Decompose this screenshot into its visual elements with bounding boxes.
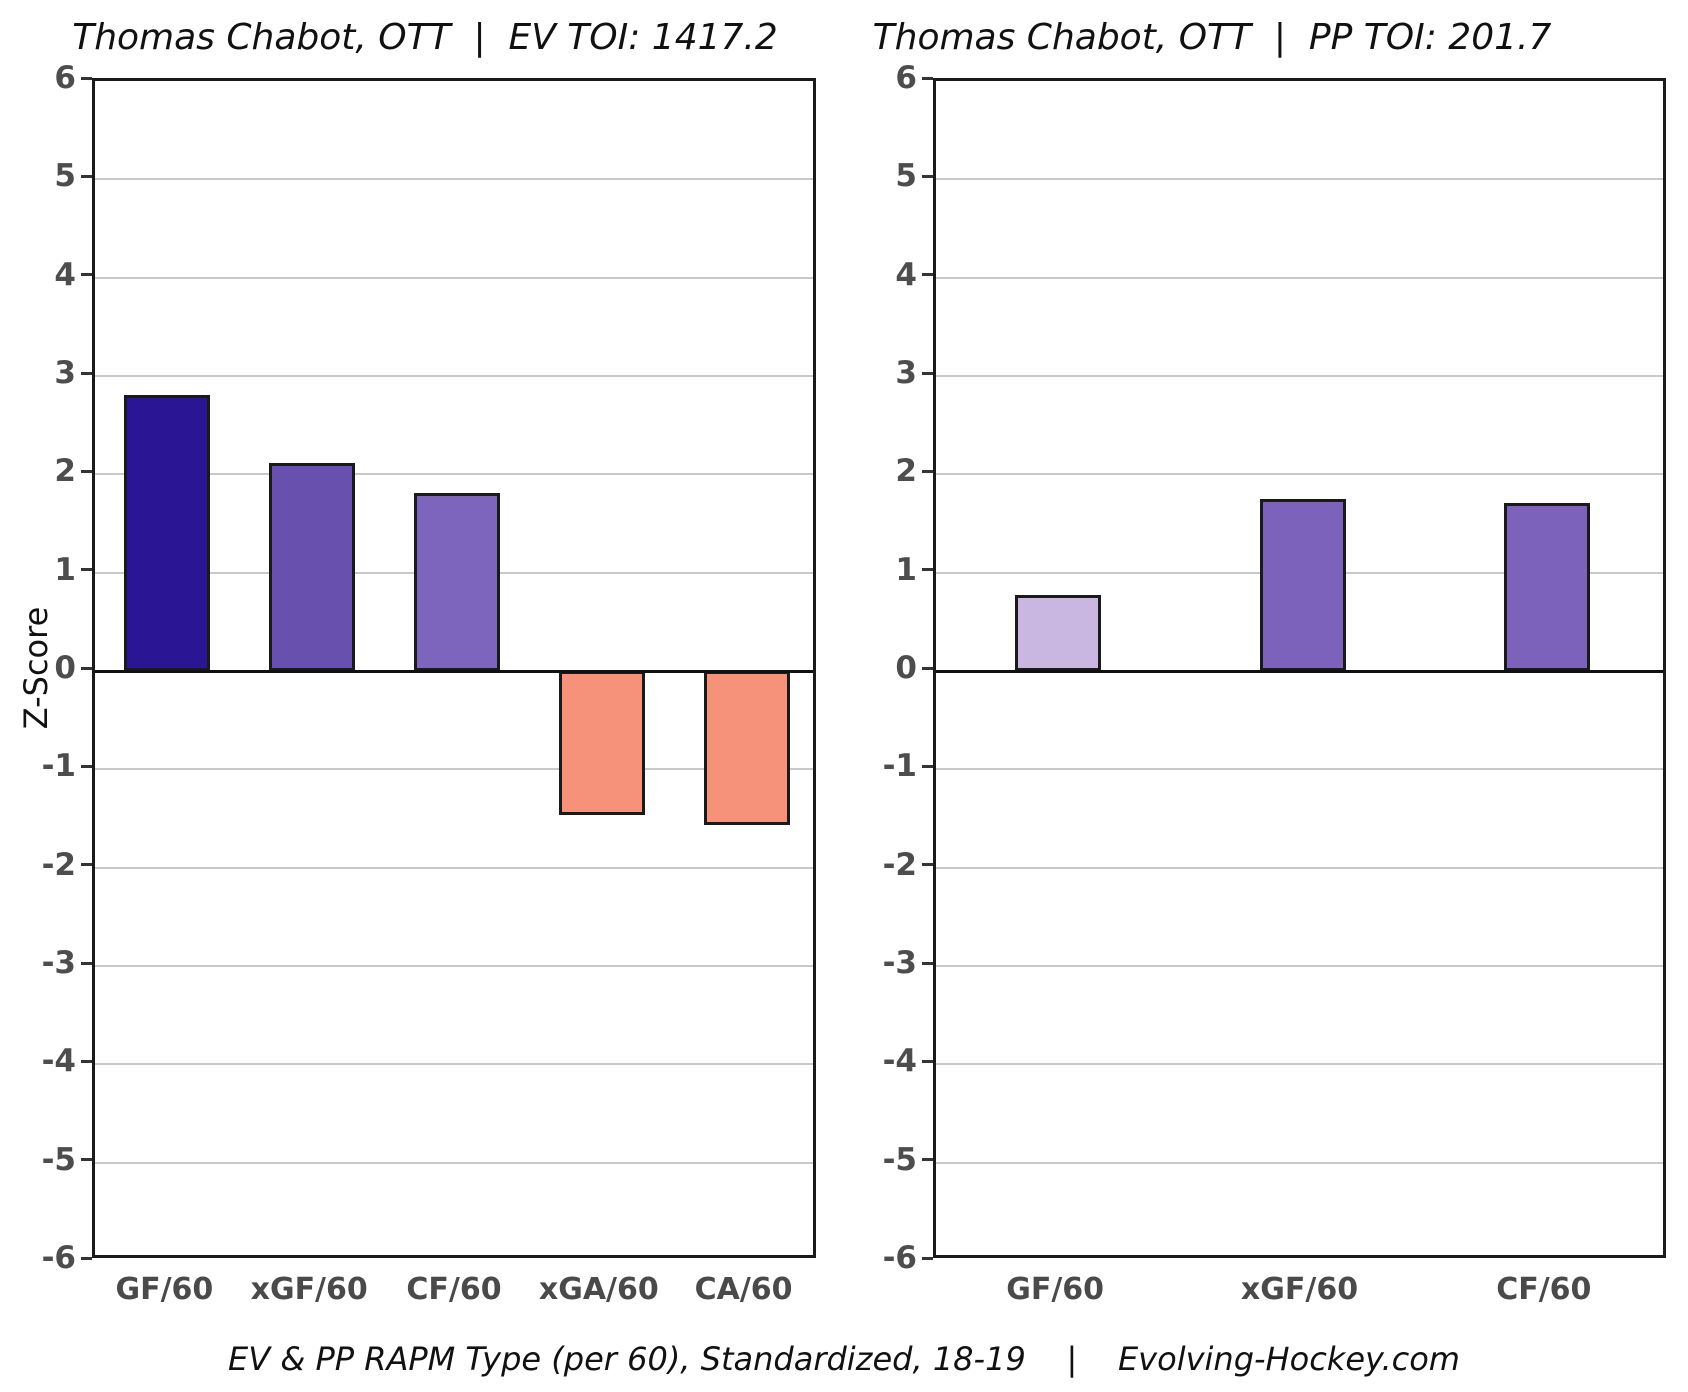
ytick-label-6: 6 xyxy=(895,60,917,96)
xtick-label-xgf-60: xGF/60 xyxy=(1240,1272,1359,1307)
ytick-mark--3 xyxy=(81,961,92,965)
ytick-mark--5 xyxy=(81,1158,92,1162)
xtick-label-cf-60: CF/60 xyxy=(1496,1272,1592,1307)
ytick-mark-3 xyxy=(922,371,933,375)
ytick-label-4: 4 xyxy=(54,256,76,293)
bar-cf-60 xyxy=(1503,502,1590,671)
ytick-mark-1 xyxy=(81,568,92,572)
gridline-y3 xyxy=(936,375,1663,377)
gridline-y3 xyxy=(95,375,813,377)
gridline-y5 xyxy=(936,178,1663,181)
ytick-mark-5 xyxy=(922,174,933,178)
ytick-mark--4 xyxy=(922,1059,933,1063)
xtick-label-xga-60: xGA/60 xyxy=(538,1272,659,1307)
gridline-y-3 xyxy=(95,965,813,967)
gridline-y4 xyxy=(95,276,813,279)
ytick-label-1: 1 xyxy=(54,551,76,588)
ytick-mark-6 xyxy=(81,76,92,80)
ev-chart-title: Thomas Chabot, OTT | EV TOI: 1417.2 xyxy=(72,17,778,58)
ytick-label--2: -2 xyxy=(41,846,76,883)
gridline-y2 xyxy=(936,473,1663,476)
ytick-label--6: -6 xyxy=(882,1240,917,1276)
bar-xga-60 xyxy=(558,671,645,815)
bar-gf-60 xyxy=(124,394,211,671)
ytick-mark-4 xyxy=(922,273,933,277)
ytick-label-1: 1 xyxy=(895,551,917,588)
ytick-mark--2 xyxy=(81,863,92,867)
ytick-mark-2 xyxy=(922,469,933,473)
ytick-mark--4 xyxy=(81,1059,92,1063)
ytick-label--4: -4 xyxy=(882,1043,917,1080)
gridline-y-3 xyxy=(936,965,1663,967)
ytick-mark--2 xyxy=(922,863,933,867)
ytick-label--5: -5 xyxy=(41,1141,76,1178)
xtick-label-xgf-60: xGF/60 xyxy=(250,1272,368,1307)
pp-chart-title: Thomas Chabot, OTT | PP TOI: 201.7 xyxy=(872,17,1552,58)
ytick-label-3: 3 xyxy=(54,355,76,391)
ytick-label-5: 5 xyxy=(54,158,76,195)
ytick-mark-4 xyxy=(81,273,92,277)
ytick-label-0: 0 xyxy=(895,650,917,686)
ytick-mark--5 xyxy=(922,1158,933,1162)
gridline-y-2 xyxy=(936,866,1663,869)
gridline-y-5 xyxy=(95,1161,813,1164)
bar-cf-60 xyxy=(414,493,500,671)
ytick-label--1: -1 xyxy=(41,748,76,785)
ytick-label-5: 5 xyxy=(895,158,917,195)
ytick-mark--6 xyxy=(922,1256,933,1260)
ytick-label-4: 4 xyxy=(895,256,917,293)
ytick-label--6: -6 xyxy=(41,1240,76,1276)
gridline-y-1 xyxy=(936,768,1663,771)
ytick-mark-5 xyxy=(81,174,92,178)
zero-line xyxy=(95,669,813,673)
ytick-label-3: 3 xyxy=(895,355,917,391)
ytick-mark-2 xyxy=(81,469,92,473)
ytick-mark-0 xyxy=(81,666,92,670)
footer-caption: EV & PP RAPM Type (per 60), Standardized… xyxy=(228,1340,1460,1378)
ytick-mark-3 xyxy=(81,371,92,375)
ytick-mark--3 xyxy=(922,961,933,965)
xtick-label-gf-60: GF/60 xyxy=(1006,1272,1105,1307)
ytick-label-0: 0 xyxy=(54,650,76,686)
pp-plot-area xyxy=(933,78,1666,1258)
bar-gf-60 xyxy=(1015,595,1102,671)
xtick-label-cf-60: CF/60 xyxy=(406,1272,502,1307)
ytick-mark-6 xyxy=(922,76,933,80)
ytick-label--5: -5 xyxy=(882,1141,917,1178)
bar-xgf-60 xyxy=(1259,498,1346,671)
ytick-mark-1 xyxy=(922,568,933,572)
ytick-mark--6 xyxy=(81,1256,92,1260)
ytick-label--3: -3 xyxy=(882,945,917,981)
ytick-label--3: -3 xyxy=(41,945,76,981)
ytick-label-6: 6 xyxy=(54,60,76,96)
ytick-mark--1 xyxy=(81,764,92,768)
bar-xgf-60 xyxy=(269,462,356,671)
gridline-y4 xyxy=(936,276,1663,279)
gridline-y-1 xyxy=(95,768,813,771)
gridline-y2 xyxy=(95,473,813,476)
bar-ca-60 xyxy=(703,671,790,826)
gridline-y-4 xyxy=(95,1063,813,1066)
ytick-label-2: 2 xyxy=(895,453,917,490)
gridline-y-2 xyxy=(95,866,813,869)
gridline-y5 xyxy=(95,178,813,181)
ytick-label-2: 2 xyxy=(54,453,76,490)
ytick-label--4: -4 xyxy=(41,1043,76,1080)
gridline-y-5 xyxy=(936,1161,1663,1164)
zero-line xyxy=(936,669,1663,673)
xtick-label-gf-60: GF/60 xyxy=(115,1272,214,1307)
ytick-label--1: -1 xyxy=(882,748,917,785)
ev-plot-area xyxy=(92,78,816,1258)
gridline-y-4 xyxy=(936,1063,1663,1066)
ytick-mark-0 xyxy=(922,666,933,670)
ytick-mark--1 xyxy=(922,764,933,768)
xtick-label-ca-60: CA/60 xyxy=(694,1272,793,1307)
ytick-label--2: -2 xyxy=(882,846,917,883)
